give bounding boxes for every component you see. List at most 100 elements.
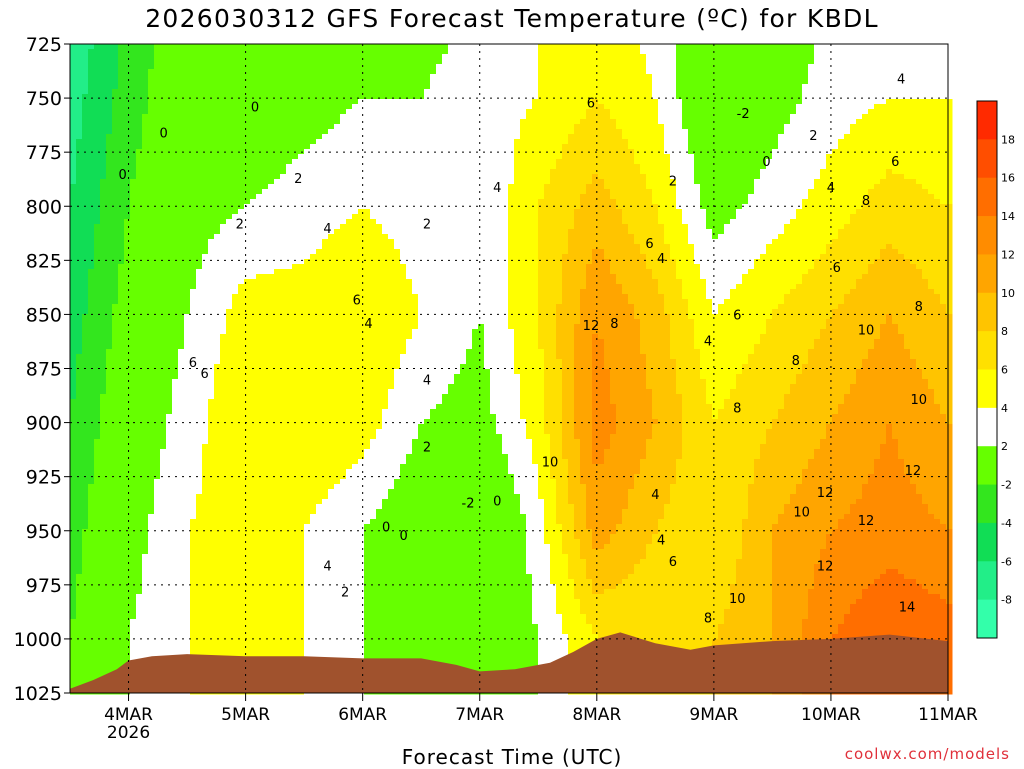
heatmap-cell (274, 574, 281, 580)
heatmap-cell (130, 479, 137, 485)
heatmap-cell (292, 409, 299, 415)
heatmap-cell (262, 349, 269, 355)
heatmap-cell (82, 434, 89, 440)
heatmap-cell (112, 319, 119, 325)
heatmap-cell (160, 134, 167, 140)
heatmap-cell (112, 654, 119, 660)
heatmap-cell (112, 94, 119, 100)
heatmap-cell (70, 149, 77, 155)
heatmap-cell (94, 94, 101, 100)
heatmap-cell (130, 319, 137, 325)
heatmap-cell (148, 569, 155, 575)
heatmap-cell (214, 604, 221, 610)
heatmap-cell (172, 84, 179, 90)
heatmap-cell (160, 454, 167, 460)
heatmap-cell (136, 529, 143, 535)
heatmap-cell (256, 519, 263, 525)
heatmap-cell (76, 319, 83, 325)
heatmap-cell (226, 454, 233, 460)
heatmap-cell (100, 604, 107, 610)
heatmap-cell (100, 434, 107, 440)
heatmap-cell (112, 664, 119, 670)
heatmap-cell (274, 124, 281, 130)
heatmap-cell (208, 434, 215, 440)
heatmap-cell (262, 534, 269, 540)
heatmap-cell (118, 284, 125, 290)
heatmap-cell (172, 549, 179, 555)
heatmap-cell (88, 479, 95, 485)
heatmap-cell (142, 124, 149, 130)
heatmap-cell (232, 549, 239, 555)
heatmap-cell (130, 109, 137, 115)
heatmap-cell (106, 414, 113, 420)
heatmap-cell (154, 369, 161, 375)
heatmap-cell (202, 454, 209, 460)
heatmap-cell (166, 279, 173, 285)
heatmap-cell (160, 279, 167, 285)
heatmap-cell (208, 619, 215, 625)
heatmap-cell (202, 589, 209, 595)
heatmap-cell (256, 454, 263, 460)
heatmap-cell (208, 134, 215, 140)
heatmap-cell (202, 599, 209, 605)
heatmap-cell (256, 214, 263, 220)
heatmap-cell (166, 409, 173, 415)
heatmap-cell (280, 379, 287, 385)
heatmap-cell (280, 104, 287, 110)
heatmap-cell (220, 124, 227, 130)
heatmap-cell (220, 534, 227, 540)
heatmap-cell (280, 219, 287, 225)
heatmap-cell (184, 544, 191, 550)
heatmap-cell (232, 134, 239, 140)
heatmap-cell (178, 49, 185, 55)
heatmap-cell (70, 624, 77, 630)
heatmap-cell (94, 284, 101, 290)
heatmap-cell (184, 619, 191, 625)
heatmap-cell (280, 49, 287, 55)
heatmap-cell (274, 304, 281, 310)
heatmap-cell (136, 564, 143, 570)
heatmap-cell (70, 289, 77, 295)
heatmap-cell (82, 194, 89, 200)
heatmap-cell (172, 319, 179, 325)
heatmap-cell (100, 399, 107, 405)
heatmap-cell (250, 44, 257, 50)
heatmap-cell (298, 69, 305, 75)
heatmap-cell (208, 124, 215, 130)
heatmap-cell (232, 529, 239, 535)
heatmap-cell (118, 159, 125, 165)
heatmap-cell (142, 609, 149, 615)
heatmap-cell (70, 389, 77, 395)
heatmap-cell (220, 244, 227, 250)
heatmap-cell (238, 209, 245, 215)
heatmap-cell (292, 224, 299, 230)
heatmap-cell (244, 84, 251, 90)
heatmap-cell (190, 534, 197, 540)
heatmap-cell (190, 324, 197, 330)
heatmap-cell (226, 134, 233, 140)
heatmap-cell (214, 194, 221, 200)
heatmap-cell (130, 49, 137, 55)
heatmap-cell (136, 89, 143, 95)
heatmap-cell (124, 639, 131, 645)
heatmap-cell (112, 514, 119, 520)
heatmap-cell (124, 544, 131, 550)
heatmap-cell (142, 344, 149, 350)
heatmap-cell (172, 609, 179, 615)
heatmap-cell (88, 499, 95, 505)
heatmap-cell (136, 559, 143, 565)
heatmap-cell (196, 559, 203, 565)
heatmap-cell (88, 669, 95, 675)
heatmap-cell (232, 94, 239, 100)
heatmap-cell (214, 459, 221, 465)
heatmap-cell (118, 234, 125, 240)
heatmap-cell (100, 529, 107, 535)
heatmap-cell (160, 569, 167, 575)
heatmap-cell (154, 594, 161, 600)
heatmap-cell (262, 79, 269, 85)
heatmap-cell (184, 649, 191, 655)
heatmap-cell (262, 624, 269, 630)
heatmap-cell (196, 314, 203, 320)
heatmap-cell (280, 44, 287, 50)
heatmap-cell (262, 364, 269, 370)
